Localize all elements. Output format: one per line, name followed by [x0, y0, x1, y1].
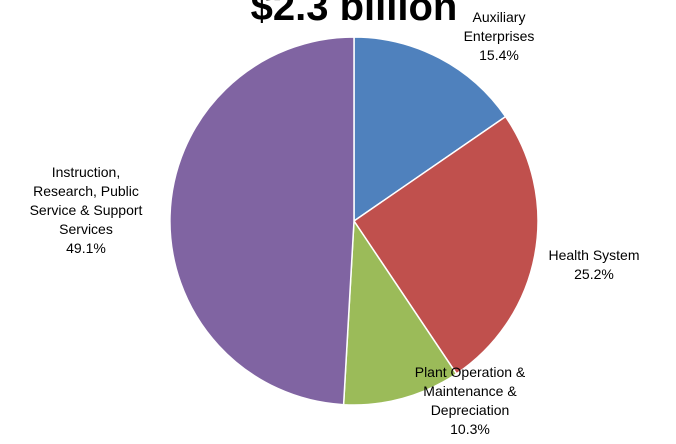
- pie-slices: [169, 36, 539, 406]
- pie-slice: [342, 218, 458, 406]
- slice-label: Plant Operation & Maintenance & Depreciati…: [415, 364, 526, 437]
- slice-label-line: Enterprises: [464, 28, 535, 44]
- chart-title: $2.3 billion: [251, 0, 458, 29]
- slice-label: Auxiliary Enterprises 15.4%: [464, 9, 535, 63]
- pie-slice: [353, 36, 507, 223]
- slice-percent: 15.4%: [479, 47, 519, 63]
- slice-percent: 10.3%: [450, 421, 490, 437]
- slice-label-line: Depreciation: [431, 402, 510, 418]
- pie-slice: [169, 36, 355, 406]
- slice-percent: 49.1%: [66, 240, 106, 256]
- slice-label-line: Maintenance &: [423, 383, 517, 399]
- slice-label-line: Research, Public: [33, 183, 139, 199]
- slice-label-line: Service & Support: [30, 202, 143, 218]
- slice-label-line: Services: [59, 221, 113, 237]
- slice-label: Instruction, Research, Public Service & Su…: [30, 164, 143, 256]
- slice-label-line: Health System: [548, 247, 639, 263]
- slice-label-line: Auxiliary: [473, 9, 526, 25]
- slice-label: Health System 25.2%: [548, 247, 639, 282]
- slice-percent: 25.2%: [574, 266, 614, 282]
- slice-labels: Auxiliary Enterprises 15.4% Health System 25…: [30, 9, 640, 437]
- slice-label-line: Plant Operation &: [415, 364, 526, 380]
- pie-slice: [352, 115, 539, 375]
- slice-label-line: Instruction,: [52, 164, 120, 180]
